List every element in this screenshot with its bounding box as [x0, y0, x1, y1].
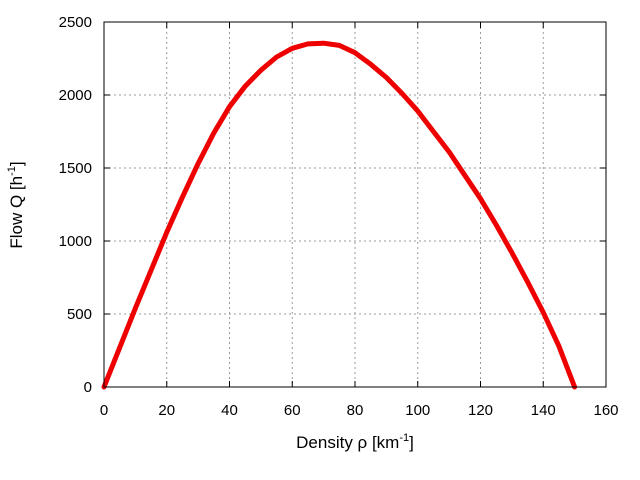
x-tick-label: 140	[531, 402, 556, 419]
flow-density-curve	[101, 40, 578, 390]
series-layer	[101, 40, 578, 390]
x-tick-label: 40	[221, 402, 238, 419]
y-tick-label: 0	[84, 379, 92, 396]
y-tick-label: 1000	[59, 233, 92, 250]
x-axis-title: Density ρ [km-1]	[296, 432, 414, 452]
grid-lines	[104, 22, 606, 387]
x-tick-label: 60	[284, 402, 301, 419]
y-tick-label: 2000	[59, 87, 92, 104]
y-tick-label: 2500	[59, 14, 92, 31]
plot-frame	[103, 21, 607, 388]
y-tick-label: 1500	[59, 160, 92, 177]
y-tick-labels: 0 500 1000 1500 2000 2500	[59, 14, 92, 396]
x-tick-label: 80	[347, 402, 364, 419]
y-axis-title: Flow Q [h-1]	[6, 161, 26, 248]
x-tick-label: 100	[405, 402, 430, 419]
x-tick-label: 120	[468, 402, 493, 419]
x-tick-labels: 0 20 40 60 80 100 120 140 160	[100, 402, 619, 419]
x-tick-label: 160	[593, 402, 618, 419]
y-tick-label: 500	[67, 306, 92, 323]
x-tick-label: 0	[100, 402, 108, 419]
x-tick-label: 20	[158, 402, 175, 419]
